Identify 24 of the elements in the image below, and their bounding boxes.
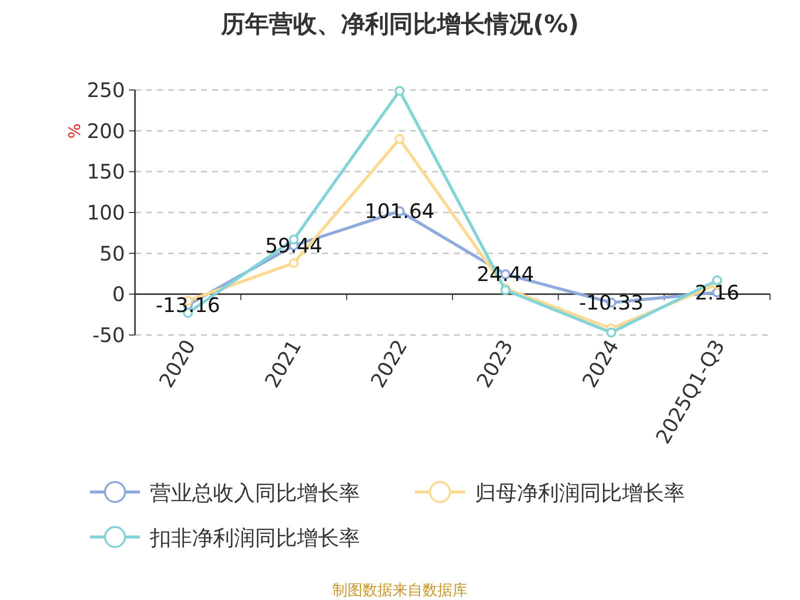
y-tick-label: 200 [86,118,125,143]
data-label: 101.64 [364,199,435,224]
legend-label: 归母净利润同比增长率 [475,481,685,505]
y-axis-title: % [65,123,84,139]
legend-label: 扣非净利润同比增长率 [149,526,360,550]
y-tick-label: 100 [86,200,125,224]
y-tick-label: 150 [86,160,125,184]
point [394,134,405,144]
y-tick-label: -50 [92,323,125,347]
y-tick-label: 250 [86,78,125,102]
data-label: 59.44 [265,234,322,258]
text: 制图数据来自数据库 [332,581,468,599]
data-label: 2.16 [694,280,740,304]
legend-label: 营业总收入同比增长率 [150,481,360,505]
data-label: -13.16 [156,292,220,317]
point [606,328,616,338]
y-tick-label: 50 [100,241,125,266]
data-label: 24.44 [476,262,534,286]
point [394,86,405,96]
point [288,258,299,268]
chart-title: 历年营收、净利同比增长情况(%) [220,10,579,38]
y-tick-label: 0 [112,282,125,306]
point [712,275,722,286]
data-label: -10.33 [579,290,644,315]
